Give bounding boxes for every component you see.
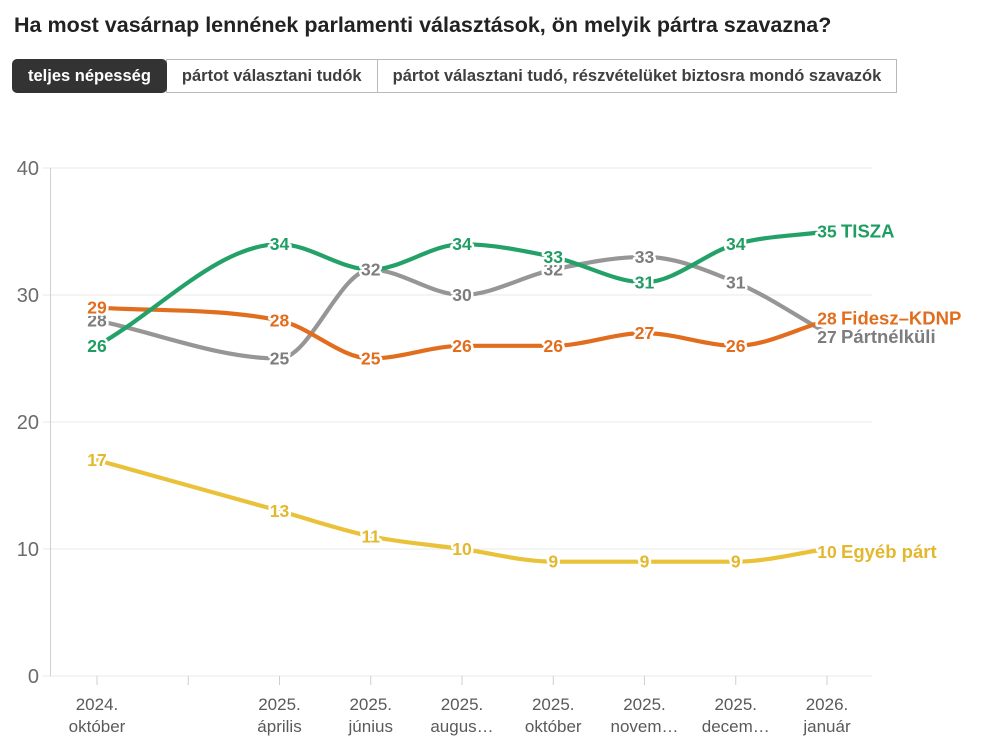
- data-label-partnelkuli-2: 32: [361, 260, 381, 280]
- data-label-fidesz-kdnp-7: 28: [817, 308, 837, 328]
- data-label-fidesz-kdnp-0: 29: [87, 298, 107, 318]
- data-label-partnelkuli-3: 30: [452, 285, 472, 305]
- x-axis-label-5: 2025. novem…: [610, 695, 678, 736]
- data-label-partnelkuli-4: 32: [544, 260, 564, 280]
- series-name-label-fidesz-kdnp: Fidesz–KDNP: [841, 307, 961, 328]
- line-chart[interactable]: 0 10 20 30 40 2024. október 2025. április 2025. jú…: [0, 140, 1000, 738]
- series-name-label-partnelkuli: Pártnélküli: [841, 326, 936, 347]
- x-axis-label-2: 2025. június: [348, 695, 393, 736]
- series-line-partnelkuli: [94, 254, 830, 361]
- x-axis-label-1: 2025. április: [257, 695, 301, 736]
- y-axis-label-40: 40: [17, 158, 39, 180]
- data-label-fidesz-kdnp-2: 25: [361, 349, 381, 369]
- data-label-tisza-7: 35: [817, 222, 837, 242]
- data-label-partnelkuli-1: 25: [270, 349, 290, 369]
- data-label-egyeb-part-2: 11: [362, 526, 381, 546]
- data-label-tisza-4: 33: [544, 247, 564, 267]
- data-label-partnelkuli-0: 28: [87, 310, 107, 330]
- data-label-fidesz-kdnp-5: 27: [635, 323, 654, 343]
- y-axis-label-0: 0: [28, 666, 39, 688]
- page-title: Ha most vasárnap lennének parlamenti vál…: [14, 13, 832, 37]
- data-label-egyeb-part-4: 9: [548, 552, 558, 572]
- x-axis-label-6: 2025. decem…: [702, 695, 770, 736]
- data-label-egyeb-part-0: 17: [87, 450, 106, 470]
- data-label-tisza-6: 34: [726, 234, 746, 254]
- data-label-egyeb-part-6: 9: [731, 552, 741, 572]
- series-line-fidesz-kdnp: [94, 305, 830, 361]
- data-label-partnelkuli-5: 33: [635, 247, 655, 267]
- data-label-tisza-1: 34: [270, 234, 290, 254]
- data-label-egyeb-part-5: 9: [640, 552, 650, 572]
- tab-teljes-nepesseg[interactable]: teljes népesség: [12, 59, 167, 94]
- data-label-fidesz-kdnp-3: 26: [452, 336, 472, 356]
- series-line-tisza: [94, 229, 830, 348]
- data-label-egyeb-part-3: 10: [452, 539, 472, 559]
- tab-biztos-szavazok[interactable]: pártot választani tudó, részvételüket bi…: [376, 59, 898, 94]
- data-label-tisza-3: 34: [452, 234, 472, 254]
- data-label-fidesz-kdnp-1: 28: [270, 310, 290, 330]
- x-axis-label-3: 2025. augus…: [430, 695, 493, 736]
- tab-bar: teljes népesség pártot választani tudók …: [12, 59, 1000, 94]
- y-axis-label-10: 10: [17, 539, 39, 561]
- chart-svg: 0 10 20 30 40 2024. október 2025. április 2025. jú…: [17, 158, 964, 736]
- series-name-label-tisza: TISZA: [841, 221, 894, 242]
- x-axis-label-4: 2025. október: [525, 695, 582, 736]
- series-name-label-egyeb-part: Egyéb párt: [841, 541, 937, 562]
- series-line-egyeb-part: [94, 458, 830, 564]
- data-label-tisza-0: 26: [87, 336, 107, 356]
- x-axis-label-7: 2026. január: [802, 695, 851, 736]
- data-label-fidesz-kdnp-4: 26: [544, 336, 564, 356]
- data-label-fidesz-kdnp-6: 26: [726, 336, 746, 356]
- y-axis-label-30: 30: [17, 285, 39, 307]
- data-label-egyeb-part-7: 10: [817, 542, 837, 562]
- y-axis-label-20: 20: [17, 412, 39, 434]
- data-label-tisza-5: 31: [635, 272, 655, 292]
- data-label-egyeb-part-1: 13: [270, 501, 290, 521]
- data-label-partnelkuli-7: 27: [817, 327, 836, 347]
- data-label-partnelkuli-6: 31: [726, 272, 746, 292]
- tab-partot-valasztani-tudok[interactable]: pártot választani tudók: [165, 59, 378, 94]
- x-axis-label-0: 2024. október: [69, 695, 126, 736]
